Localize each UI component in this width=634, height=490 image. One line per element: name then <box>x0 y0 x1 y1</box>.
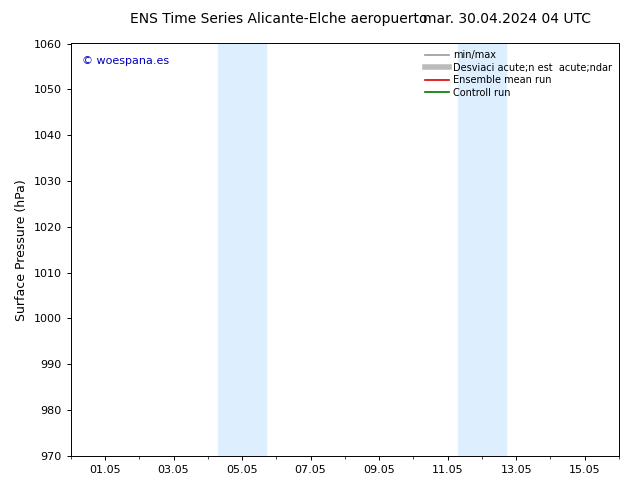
Y-axis label: Surface Pressure (hPa): Surface Pressure (hPa) <box>15 179 28 320</box>
Text: © woespana.es: © woespana.es <box>82 56 169 66</box>
Text: ENS Time Series Alicante-Elche aeropuerto: ENS Time Series Alicante-Elche aeropuert… <box>130 12 428 26</box>
Bar <box>218 44 266 456</box>
Bar <box>458 44 506 456</box>
Legend: min/max, Desviaci acute;n est  acute;ndar, Ensemble mean run, Controll run: min/max, Desviaci acute;n est acute;ndar… <box>421 47 616 101</box>
Text: mar. 30.04.2024 04 UTC: mar. 30.04.2024 04 UTC <box>424 12 591 26</box>
